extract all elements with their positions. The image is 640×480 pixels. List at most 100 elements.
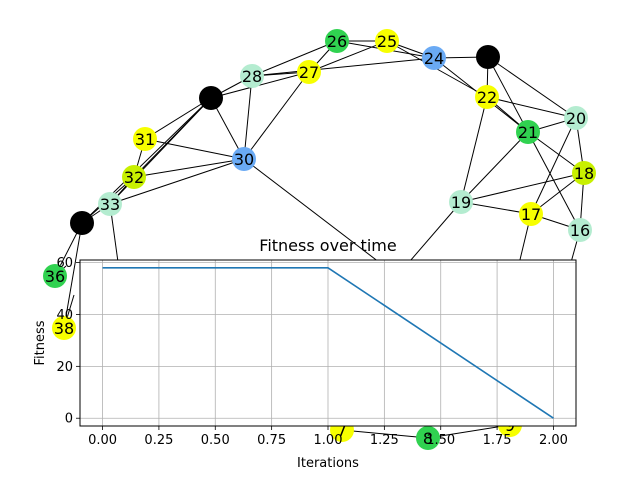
graph-edge [243,75,253,160]
graph-node: 21 [516,120,540,144]
graph-node-label: 26 [327,32,347,51]
graph-node: 17 [519,202,543,226]
graph-edge [251,57,435,77]
graph-node [476,45,500,69]
graph-edge [243,71,310,160]
graph-node: 18 [572,161,596,185]
graph-edge [530,117,577,215]
graph-node-circle [476,45,500,69]
graph-node-circle [122,165,146,189]
fitness-chart: 0.00 0.25 0.50 0.75 1.00 1.25 1.50 1.75 2.00 0 20… [33,236,577,471]
x-tick-label: 2.00 [539,433,568,448]
graph-node-circle [52,316,76,340]
graph-node-label: 20 [566,109,586,128]
graph-edge [109,158,245,205]
graph-edge [210,71,310,99]
graph-node: 26 [325,29,349,53]
x-tick-label: 0.75 [257,433,286,448]
x-tick-label: 1.25 [370,433,399,448]
graph-node: 16 [568,218,592,242]
chart-title: Fitness over time [259,236,396,255]
graph-edge [460,131,529,203]
graph-node-circle [240,64,264,88]
x-axis-ticks: 0.00 0.25 0.50 0.75 1.00 1.25 1.50 1.75 2.00 [88,426,568,448]
graph-node: 36 [43,264,67,288]
graph-node: 25 [375,29,399,53]
graph-node-circle [297,60,321,84]
graph-node-label: 22 [477,88,497,107]
x-tick-label: 0.25 [144,433,173,448]
y-tick-label: 40 [56,308,73,323]
graph-edge [487,56,529,133]
graph-node: 30 [232,147,256,171]
graph-node: 38 [52,316,76,340]
graph-node-label: 38 [54,319,74,338]
graph-node-circle [572,161,596,185]
graph-node: 32 [122,165,146,189]
graph-node-circle [70,211,94,235]
y-tick-label: 20 [56,360,73,375]
graph-edge [243,158,393,273]
graph-node-circle [43,264,67,288]
graph-node-circle [516,120,540,144]
graph-node-circle [232,147,256,171]
graph-edge [487,56,577,119]
graph-node-label: 18 [574,164,594,183]
graph-node-label: 36 [45,267,65,286]
x-tick-label: 0.00 [88,433,117,448]
graph-node-label: 19 [451,193,471,212]
graph-node: 8 [416,426,440,450]
graph-node-circle [475,85,499,109]
graph-node-label: 7 [337,421,347,440]
graph-node-circle [416,426,440,450]
graph-node-circle [564,106,588,130]
graph-node-label: 28 [242,67,262,86]
graph-node: 27 [297,60,321,84]
graph-node-label: 25 [377,32,397,51]
graph-edge [109,97,212,205]
graph-edge [251,40,338,77]
graph-node-circle [422,46,446,70]
graph-edge [308,40,388,73]
graph-node [70,211,94,235]
y-tick-label: 0 [65,412,73,427]
graph-node: 28 [240,64,264,88]
graph-edge [460,172,585,203]
graph-node-label: 32 [124,168,144,187]
graph-edge [63,222,83,329]
graph-node-circle [568,218,592,242]
graph-edge [460,96,488,203]
graph-edge [527,131,581,231]
y-tick-label: 60 [56,256,73,271]
graph-edge [486,96,577,119]
graph-node: 19 [449,190,473,214]
graph-node [199,86,223,110]
plot-series [102,266,554,419]
graph-node-circle [199,86,223,110]
y-axis-label: Fitness [33,320,48,365]
graph-node-label: 24 [424,49,444,68]
graph-edge [133,158,245,178]
graph-node: 31 [133,127,157,151]
graph-node: 33 [98,192,122,216]
graph-node-label: 8 [423,429,433,448]
graph-node-circle [519,202,543,226]
graph-edge [403,201,462,269]
x-tick-label: 1.50 [426,433,455,448]
graph-node: 22 [475,85,499,109]
graph-node-circle [98,192,122,216]
graph-edge [144,138,245,160]
graph-node-label: 21 [518,123,538,142]
graph-node-circle [133,127,157,151]
graph-node-label: 27 [299,63,319,82]
x-axis-label: Iterations [297,456,359,471]
graph-node-label: 17 [521,205,541,224]
y-axis-ticks: 0 20 40 60 [56,256,80,427]
graph-edge [144,97,212,140]
x-tick-label: 0.50 [201,433,230,448]
graph-node-label: 16 [570,221,590,240]
x-tick-label: 1.75 [483,433,512,448]
graph-node-circle [325,29,349,53]
x-tick-label: 1.00 [314,433,343,448]
